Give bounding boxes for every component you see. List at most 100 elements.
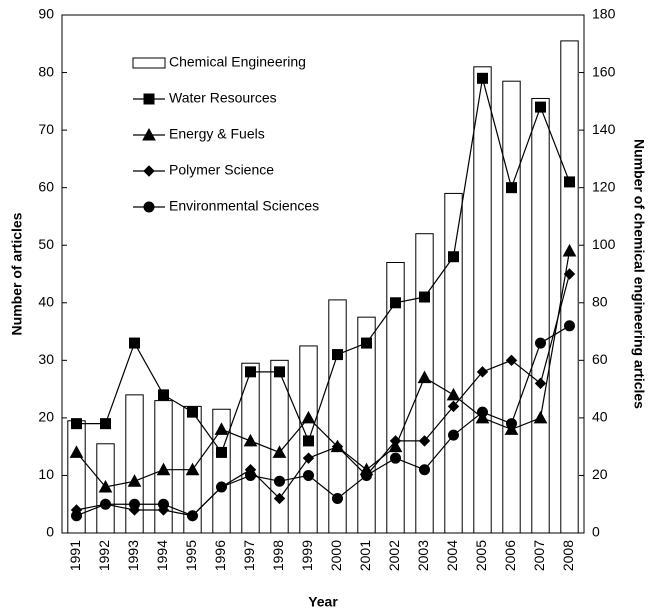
y-axis-label: Number of articles [9,212,25,335]
point [506,182,517,194]
x-tick-label: 2000 [328,540,344,571]
x-tick-label: 2007 [531,540,547,571]
point [564,176,575,188]
point [214,422,229,435]
line [76,78,571,454]
point [448,429,459,441]
point [477,72,488,84]
point [156,462,171,476]
y2-tick-label: 180 [592,6,616,22]
point [71,510,82,522]
y-tick-label: 0 [46,524,54,540]
point [245,469,256,481]
point [419,464,430,476]
y-tick-label: 80 [38,63,54,79]
y-tick-label: 20 [38,409,54,425]
x-tick-label: 1996 [212,540,228,571]
legend-label: Polymer Science [169,162,274,178]
x-tick-label: 2002 [386,540,402,571]
point [533,410,548,424]
x-tick-label: 1997 [241,540,257,571]
y2-tick-label: 80 [592,293,608,309]
legend-marker [143,93,155,105]
point [361,337,372,349]
point [187,510,198,522]
point [447,400,460,413]
y-tick-label: 50 [38,236,54,252]
line [76,325,570,517]
legend-label: Environmental Sciences [169,198,319,214]
legend-swatch [132,57,166,69]
point [100,418,111,430]
line [76,273,571,517]
point [301,410,316,424]
y2-tick-label: 60 [592,351,608,367]
bar [415,233,434,534]
y-tick-label: 10 [38,466,54,482]
point [562,243,577,257]
point [332,492,343,504]
point [535,337,546,349]
x-tick-label: 1999 [299,540,315,571]
bar [531,97,550,534]
point [477,406,488,418]
point [273,492,286,505]
point [303,435,314,447]
point [272,445,287,458]
point [100,498,111,510]
point [418,435,431,447]
y2-tick-label: 160 [592,63,616,79]
point [448,251,459,263]
point [535,101,546,113]
point [71,418,82,430]
x-tick-label: 2003 [415,540,431,571]
legend-marker [143,201,155,213]
x-tick-label: 2008 [560,540,576,571]
legend-label: Water Resources [169,90,277,106]
point [158,389,169,401]
y-tick-label: 40 [38,293,54,309]
bar [473,66,492,534]
plot-frame [61,14,585,534]
y-tick-label: 30 [38,351,54,367]
point [216,481,227,493]
point [185,462,200,476]
y2-tick-label: 0 [592,524,600,540]
legend-marker [143,165,155,177]
point [331,440,344,453]
point [216,446,227,458]
point [302,452,315,464]
point [417,370,432,384]
x-tick-label: 1994 [154,540,170,571]
y-tick-label: 60 [38,178,54,194]
point [389,435,402,447]
x-tick-label: 1995 [183,540,199,571]
point [534,377,547,390]
line [76,250,571,488]
point [564,320,575,332]
point [303,469,314,481]
legend-marker [142,127,156,141]
point [98,479,113,493]
point [446,387,461,401]
point [476,366,489,378]
x-tick-label: 1998 [270,540,286,571]
point [187,406,198,418]
bar [502,80,521,534]
point [390,452,401,464]
point [506,418,517,430]
y2-tick-label: 20 [592,466,608,482]
point [274,366,285,378]
point [158,498,169,510]
x-tick-label: 1993 [125,540,141,571]
y2-tick-label: 100 [592,236,616,252]
point [361,469,372,481]
point [129,498,140,510]
y2-tick-label: 120 [592,178,616,194]
point [274,475,285,487]
point [243,433,258,447]
legend-label: Chemical Engineering [169,54,306,70]
point [332,349,343,361]
point [563,268,576,280]
